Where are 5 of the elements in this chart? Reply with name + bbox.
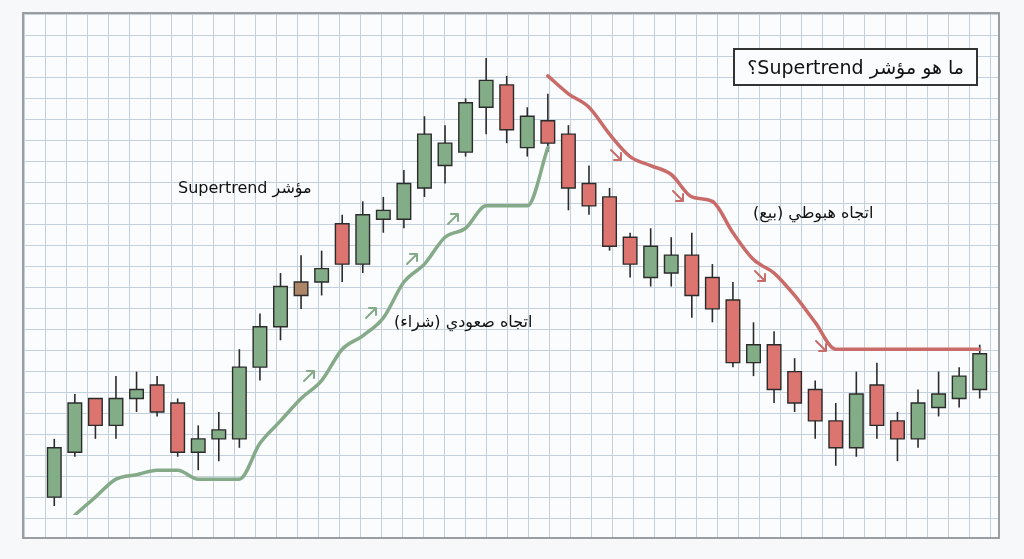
annotation: مؤشر Supertrend: [178, 178, 312, 197]
chart-title: ما هو مؤشر Supertrend؟: [733, 48, 978, 86]
series-label: اتجاه هبوطي (بيع): [752, 202, 874, 222]
legend-label: اتجاه صعودي (شراء): [393, 312, 533, 332]
candlestick: [746, 321, 761, 377]
